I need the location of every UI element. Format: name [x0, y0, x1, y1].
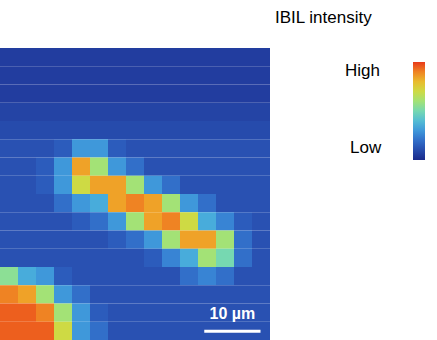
html-text:Low: Low [350, 138, 382, 157]
svg-text:10 µm: 10 µm [210, 305, 256, 322]
html-text:IBIL intensity: IBIL intensity [275, 8, 372, 27]
html-text:High: High [345, 61, 380, 80]
